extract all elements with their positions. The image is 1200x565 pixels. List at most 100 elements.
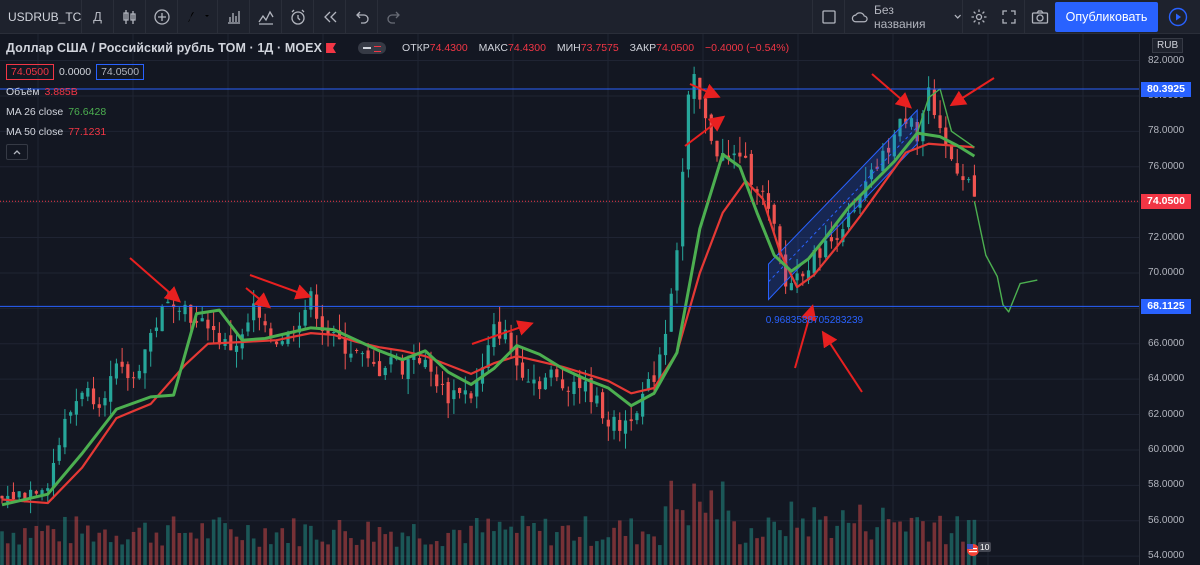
replay-button[interactable] [314, 0, 346, 34]
candle-body [189, 304, 193, 323]
candle-body [703, 98, 708, 119]
legend-header: Доллар США / Российский рубль TOM · 1Д ·… [6, 38, 797, 58]
volume-bar [360, 539, 365, 565]
annotation-arrow [871, 73, 913, 109]
candle-body [194, 321, 199, 323]
candle-body [63, 418, 67, 448]
volume-bar [743, 542, 748, 565]
wave-chart-icon [257, 10, 274, 25]
alert-button[interactable] [282, 0, 314, 34]
camera-icon [1031, 10, 1048, 24]
volume-bar [612, 527, 616, 565]
price-tag-current[interactable]: 74.0500 [1141, 193, 1191, 209]
candle-body [503, 329, 507, 340]
toggle-pill[interactable] [358, 42, 387, 54]
volume-bar [326, 544, 330, 565]
volume-bar [720, 481, 725, 565]
layout-menu[interactable]: Без названия [844, 0, 962, 34]
ask-price[interactable]: 74.0500 [96, 64, 145, 80]
candle-body [715, 140, 719, 157]
ma26-value: 76.6428 [68, 106, 107, 118]
volume-indicator[interactable]: Объём 3.885B [6, 82, 797, 102]
volume-bar [909, 517, 914, 565]
price-axis[interactable]: 82.000080.000078.000076.000074.000072.00… [1139, 34, 1200, 565]
us-flag-icon[interactable]: 10 [966, 542, 992, 557]
ma50-indicator[interactable]: MA 50 close 77.1231 [6, 122, 797, 142]
volume-bar [566, 525, 571, 565]
volume-bar [263, 528, 267, 565]
chart-type-button[interactable] [114, 0, 146, 34]
redo-button[interactable] [378, 0, 410, 34]
volume-bar [177, 532, 182, 565]
annotation-arrow [129, 257, 182, 303]
symbol-search-button[interactable]: USDRUB_TC [0, 0, 82, 34]
volume-bar [234, 536, 239, 565]
volume-bar [503, 529, 508, 565]
collapse-legend-button[interactable] [6, 144, 28, 160]
volume-bar [446, 532, 450, 565]
volume-bar [291, 518, 296, 565]
volume-bar [726, 510, 731, 565]
candle-body [263, 321, 267, 326]
candle-body [114, 363, 118, 379]
candle-body [549, 369, 553, 378]
play-button[interactable] [1160, 2, 1196, 32]
chart-area[interactable]: Доллар США / Российский рубль TOM · 1Д ·… [0, 34, 1200, 565]
candle-body [829, 237, 833, 242]
price-tag-lower[interactable]: 68.1125 [1141, 298, 1191, 314]
candle-body [509, 332, 513, 351]
candle-body [246, 322, 250, 332]
volume-bar [303, 524, 307, 565]
candle-body [944, 127, 948, 146]
undo-button[interactable] [346, 0, 378, 34]
candle-body [612, 416, 616, 431]
candle-body [486, 345, 490, 368]
price-tag-upper[interactable]: 80.3925 [1141, 81, 1191, 97]
candle-body [675, 250, 679, 291]
volume-bar [229, 529, 233, 565]
indicators-button[interactable] [178, 0, 218, 34]
volume-bar [589, 545, 593, 565]
candle-body [154, 327, 159, 331]
settings-button[interactable] [962, 0, 994, 34]
price-tick-label: 72.0000 [1148, 231, 1185, 243]
volume-bar [457, 530, 462, 565]
compare-symbols-button[interactable] [250, 0, 282, 34]
compare-button[interactable] [146, 0, 178, 34]
redo-icon [387, 11, 400, 24]
snapshot-button[interactable] [1024, 0, 1054, 34]
chart-legend: Доллар США / Российский рубль TOM · 1Д ·… [6, 38, 797, 160]
price-tick-label: 54.0000 [1148, 550, 1185, 562]
volume-bar [715, 519, 719, 565]
templates-button[interactable] [218, 0, 250, 34]
volume-bar [17, 544, 21, 565]
candle-body [91, 388, 96, 405]
price-tick-label: 58.0000 [1148, 479, 1185, 491]
interval-button[interactable]: Д [82, 0, 114, 34]
volume-bar [126, 539, 130, 565]
ma26-indicator[interactable]: MA 26 close 76.6428 [6, 102, 797, 122]
volume-bar [394, 546, 399, 565]
candle-body [572, 381, 576, 394]
price-tick-label: 56.0000 [1148, 514, 1185, 526]
volume-bar [274, 532, 279, 565]
flag-icon [326, 43, 337, 53]
currency-label[interactable]: RUB [1152, 38, 1184, 53]
low-label: МИН [556, 42, 581, 54]
candle-body [646, 378, 650, 391]
fullscreen-toggle[interactable] [812, 0, 844, 34]
volume-bar [944, 544, 948, 565]
candle-body [166, 301, 170, 304]
volume-bar [835, 525, 839, 565]
candle-body [818, 248, 822, 258]
volume-bar [961, 541, 965, 565]
candle-body [160, 306, 164, 332]
publish-button[interactable]: Опубликовать [1055, 2, 1158, 32]
expand-button[interactable] [994, 0, 1024, 34]
volume-bar [343, 531, 347, 565]
annotation-arrow [689, 83, 721, 99]
candle-body [681, 171, 685, 247]
bid-price[interactable]: 74.0500 [6, 64, 54, 80]
interval-label: Д [93, 9, 102, 24]
price-chart[interactable] [0, 34, 1139, 565]
